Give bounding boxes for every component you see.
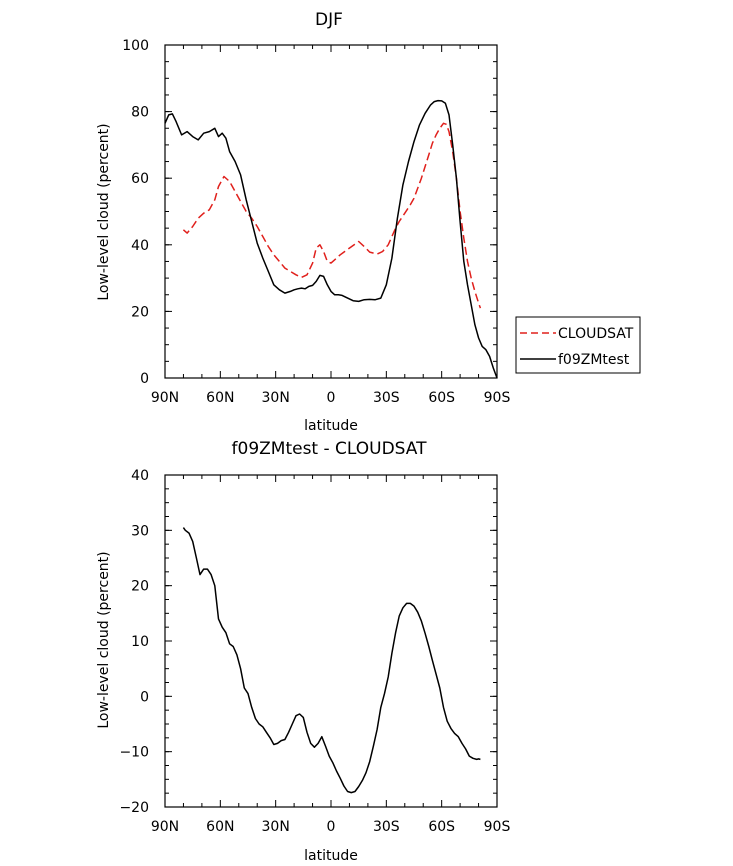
top-y-tick-label: 40 — [131, 238, 149, 254]
bottom-x-tick-label: 90S — [484, 819, 511, 835]
top-x-axis-label: latitude — [304, 418, 358, 434]
bottom-y-axis-label: Low-level cloud (percent) — [96, 551, 112, 728]
top-x-tick-label: 30N — [262, 390, 290, 406]
bottom-y-tick-label: −10 — [119, 745, 149, 761]
top-series-line-f09zmtest — [164, 99, 498, 379]
bottom-x-tick-label: 30N — [262, 819, 290, 835]
top-x-tick-label: 60S — [428, 390, 455, 406]
bottom-x-tick-label: 0 — [327, 819, 336, 835]
top-y-tick-label: 20 — [131, 304, 149, 320]
bottom-x-tick-label: 90N — [151, 819, 179, 835]
legend-label-f09zmtest: f09ZMtest — [558, 352, 630, 368]
top-y-tick-label: 60 — [131, 171, 149, 187]
top-x-tick-label: 0 — [327, 390, 336, 406]
top-y-tick-label: 100 — [122, 38, 149, 54]
top-x-tick-label: 30S — [373, 390, 400, 406]
bottom-plot-frame — [164, 474, 498, 808]
bottom-y-tick-label: 20 — [131, 579, 149, 595]
bottom-panel: f09ZMtest - CLOUDSAT 90N 60N 30N 0 30S 60S 90S… — [96, 439, 510, 864]
top-y-tick-label: 80 — [131, 105, 149, 121]
bottom-x-tick-label: 30S — [373, 819, 400, 835]
bottom-y-tick-label: 0 — [140, 689, 149, 705]
top-x-tick-label: 60N — [206, 390, 234, 406]
top-y-axis-label: Low-level cloud (percent) — [96, 123, 112, 300]
bottom-series-layer — [182, 527, 481, 794]
top-chart-title: DJF — [315, 10, 343, 30]
legend-label-cloudsat: CLOUDSAT — [558, 326, 634, 342]
top-series-layer — [164, 99, 498, 379]
bottom-series-line-difference — [182, 527, 481, 794]
top-x-tick-label: 90S — [484, 390, 511, 406]
legend-box — [515, 316, 641, 374]
top-axes: 90N 60N 30N 0 30S 60S 90S 0 20 40 60 80 100 — [122, 38, 510, 406]
bottom-y-tick-label: 40 — [131, 468, 149, 484]
bottom-x-axis-label: latitude — [304, 848, 358, 864]
bottom-axes: 90N 60N 30N 0 30S 60S 90S −20 −10 0 10 20 30 40 — [119, 468, 510, 835]
bottom-y-tick-label: 10 — [131, 634, 149, 650]
bottom-chart-title: f09ZMtest - CLOUDSAT — [232, 439, 428, 459]
top-panel: DJF 90N 60N 30N 0 30S 60S 90S 0 20 40 60 80 100 lati… — [96, 10, 641, 434]
bottom-y-tick-label: 30 — [131, 523, 149, 539]
top-series-line-cloudsat — [182, 122, 482, 309]
legend: CLOUDSAT f09ZMtest — [515, 316, 641, 374]
bottom-x-tick-label: 60N — [206, 819, 234, 835]
bottom-y-tick-label: −20 — [119, 800, 149, 816]
top-plot-frame — [164, 44, 498, 379]
top-y-tick-label: 0 — [140, 371, 149, 387]
bottom-x-tick-label: 60S — [428, 819, 455, 835]
top-x-tick-label: 90N — [151, 390, 179, 406]
